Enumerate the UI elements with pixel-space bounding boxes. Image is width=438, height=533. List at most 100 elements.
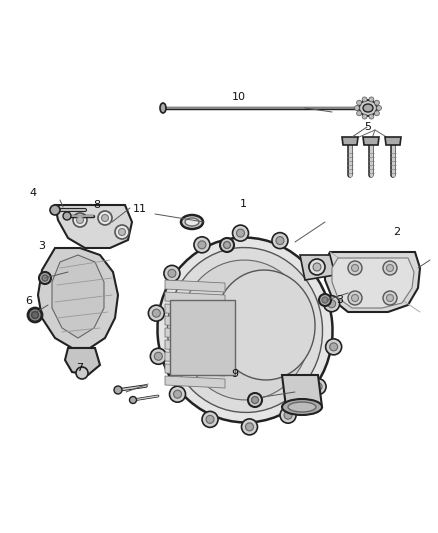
Circle shape [39, 272, 51, 284]
Circle shape [348, 291, 362, 305]
Circle shape [362, 114, 367, 119]
Circle shape [383, 261, 397, 275]
Circle shape [310, 378, 326, 394]
Circle shape [248, 393, 262, 407]
Ellipse shape [180, 260, 310, 400]
Circle shape [50, 205, 60, 215]
Ellipse shape [185, 218, 199, 226]
Circle shape [164, 265, 180, 281]
Circle shape [202, 411, 218, 427]
Circle shape [314, 383, 322, 391]
Circle shape [115, 225, 129, 239]
Circle shape [73, 213, 87, 227]
Circle shape [313, 263, 321, 271]
Polygon shape [170, 300, 235, 375]
Circle shape [148, 305, 164, 321]
Polygon shape [165, 364, 225, 376]
Circle shape [348, 261, 362, 275]
Text: 1: 1 [240, 199, 247, 208]
Circle shape [98, 211, 112, 225]
Circle shape [130, 397, 137, 403]
Circle shape [32, 311, 39, 319]
Circle shape [324, 296, 339, 312]
Ellipse shape [167, 247, 322, 413]
Circle shape [357, 100, 362, 105]
Text: 4: 4 [29, 188, 36, 198]
Polygon shape [363, 137, 379, 145]
Circle shape [168, 269, 176, 277]
Circle shape [330, 343, 338, 351]
Circle shape [276, 237, 284, 245]
Text: 11: 11 [133, 204, 147, 214]
Circle shape [251, 397, 258, 403]
Circle shape [42, 275, 48, 281]
Circle shape [272, 232, 288, 248]
Ellipse shape [160, 103, 166, 113]
Polygon shape [165, 352, 225, 364]
Circle shape [28, 308, 42, 322]
Circle shape [304, 258, 321, 274]
Polygon shape [165, 328, 225, 340]
Circle shape [152, 309, 160, 317]
Circle shape [374, 111, 379, 116]
Circle shape [102, 214, 109, 222]
Circle shape [325, 339, 342, 355]
Polygon shape [300, 255, 335, 280]
Ellipse shape [288, 402, 316, 412]
Circle shape [198, 241, 206, 249]
Circle shape [308, 262, 317, 270]
Text: 3: 3 [336, 295, 343, 304]
Circle shape [63, 212, 71, 220]
Circle shape [170, 386, 186, 402]
Polygon shape [52, 255, 104, 338]
Text: 3: 3 [38, 241, 45, 251]
Polygon shape [165, 376, 225, 388]
Circle shape [233, 225, 248, 241]
Polygon shape [38, 248, 118, 348]
Circle shape [352, 264, 358, 271]
Polygon shape [332, 258, 414, 308]
Circle shape [280, 407, 296, 423]
Circle shape [369, 97, 374, 102]
Circle shape [383, 291, 397, 305]
Circle shape [362, 97, 367, 102]
Polygon shape [385, 137, 401, 145]
Circle shape [150, 348, 166, 364]
Polygon shape [165, 292, 225, 304]
Ellipse shape [363, 104, 373, 112]
Circle shape [322, 297, 328, 303]
Polygon shape [165, 316, 225, 328]
Polygon shape [165, 304, 225, 316]
Circle shape [114, 386, 122, 394]
Polygon shape [165, 280, 225, 292]
Ellipse shape [157, 238, 332, 423]
Circle shape [223, 241, 230, 248]
Circle shape [319, 294, 331, 306]
Ellipse shape [181, 215, 203, 229]
Text: 2: 2 [393, 227, 400, 237]
Polygon shape [282, 375, 322, 407]
Circle shape [386, 264, 393, 271]
Text: 7: 7 [76, 363, 83, 373]
Circle shape [357, 111, 362, 116]
Circle shape [309, 259, 325, 275]
Circle shape [119, 229, 126, 236]
Polygon shape [65, 348, 100, 375]
Ellipse shape [282, 399, 322, 415]
Text: 9: 9 [231, 369, 238, 379]
Circle shape [377, 106, 381, 110]
Circle shape [352, 295, 358, 302]
Circle shape [328, 300, 336, 308]
Circle shape [77, 216, 84, 223]
Ellipse shape [215, 270, 315, 380]
Circle shape [206, 415, 214, 423]
Circle shape [241, 419, 258, 435]
Text: 8: 8 [94, 200, 101, 210]
Circle shape [245, 423, 254, 431]
Polygon shape [55, 205, 132, 248]
Circle shape [386, 295, 393, 302]
Circle shape [374, 100, 379, 105]
Polygon shape [342, 137, 358, 145]
Text: 6: 6 [25, 296, 32, 306]
Circle shape [220, 238, 234, 252]
